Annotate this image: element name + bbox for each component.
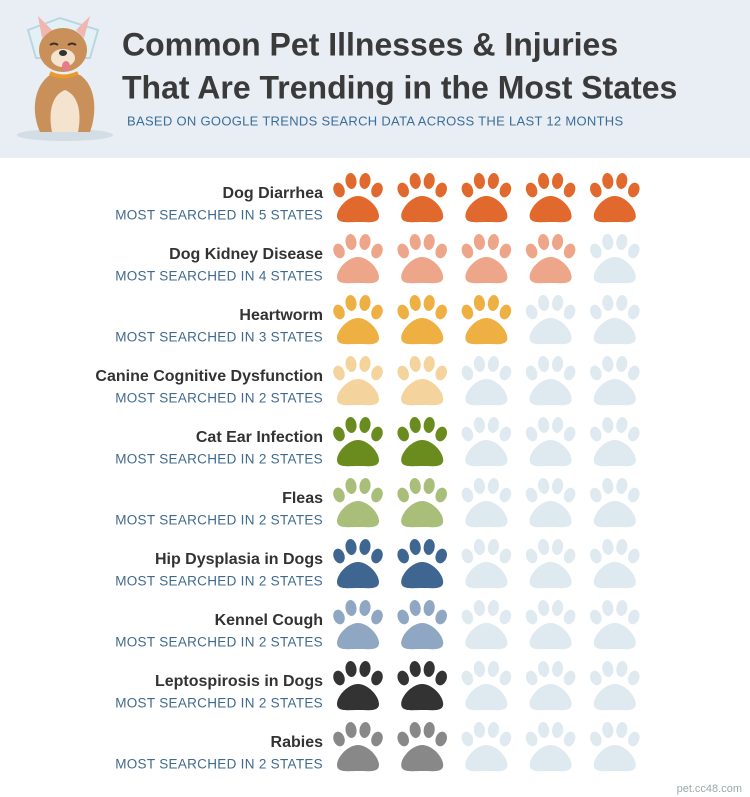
- paw: [333, 295, 383, 345]
- paw: [525, 173, 576, 223]
- empty-paw: [590, 417, 640, 467]
- paw: [397, 295, 447, 345]
- title-line: That Are Trending in the Most States: [122, 69, 677, 105]
- paw: [397, 417, 447, 467]
- paw: [397, 234, 447, 284]
- empty-paw: [461, 478, 512, 528]
- empty-paw: [590, 539, 640, 589]
- empty-paw: [590, 478, 640, 528]
- paw: [461, 295, 512, 345]
- dog-illustration: [17, 16, 113, 141]
- category-label: Cat Ear Infection: [196, 429, 323, 446]
- empty-paw: [525, 661, 576, 711]
- header-band: [0, 0, 750, 158]
- empty-paw: [461, 600, 512, 650]
- category-label: Canine Cognitive Dysfunction: [95, 368, 323, 385]
- paw: [461, 173, 512, 223]
- value-label: MOST SEARCHED IN 2 STATES: [115, 452, 323, 467]
- value-label: MOST SEARCHED IN 2 STATES: [115, 635, 323, 650]
- value-label: MOST SEARCHED IN 2 STATES: [115, 696, 323, 711]
- value-label: MOST SEARCHED IN 4 STATES: [115, 269, 323, 284]
- empty-paw: [590, 295, 640, 345]
- paw: [333, 661, 383, 711]
- paw: [397, 173, 447, 223]
- empty-paw: [525, 600, 576, 650]
- empty-paw: [590, 234, 640, 284]
- empty-paw: [590, 722, 640, 772]
- paw: [333, 173, 383, 223]
- empty-paw: [590, 661, 640, 711]
- paw: [397, 478, 447, 528]
- empty-paw: [461, 356, 512, 406]
- empty-paw: [525, 295, 576, 345]
- value-label: MOST SEARCHED IN 5 STATES: [115, 208, 323, 223]
- empty-paw: [461, 661, 512, 711]
- paw: [333, 478, 383, 528]
- empty-paw: [525, 478, 576, 528]
- empty-paw: [461, 539, 512, 589]
- category-label: Rabies: [271, 734, 324, 751]
- value-label: MOST SEARCHED IN 2 STATES: [115, 391, 323, 406]
- paw: [333, 234, 383, 284]
- value-label: MOST SEARCHED IN 2 STATES: [115, 574, 323, 589]
- paw: [397, 661, 447, 711]
- paw: [525, 234, 576, 284]
- paw: [397, 539, 447, 589]
- category-label: Dog Diarrhea: [223, 185, 324, 202]
- paw: [461, 234, 512, 284]
- empty-paw: [590, 356, 640, 406]
- category-label: Fleas: [282, 490, 323, 507]
- paw: [333, 600, 383, 650]
- category-label: Heartworm: [239, 307, 323, 324]
- value-label: MOST SEARCHED IN 3 STATES: [115, 330, 323, 345]
- category-label: Dog Kidney Disease: [169, 246, 323, 263]
- empty-paw: [525, 539, 576, 589]
- subtitle: BASED ON GOOGLE TRENDS SEARCH DATA ACROS…: [127, 113, 623, 128]
- paw: [333, 417, 383, 467]
- paw: [333, 539, 383, 589]
- empty-paw: [461, 722, 512, 772]
- watermark: pet.cc48.com: [677, 783, 742, 795]
- category-label: Hip Dysplasia in Dogs: [155, 551, 323, 568]
- empty-paw: [525, 417, 576, 467]
- category-label: Leptospirosis in Dogs: [155, 673, 323, 690]
- title-line: Common Pet Illnesses & Injuries: [122, 26, 618, 62]
- category-label: Kennel Cough: [215, 612, 323, 629]
- empty-paw: [525, 722, 576, 772]
- paw: [333, 722, 383, 772]
- value-label: MOST SEARCHED IN 2 STATES: [115, 757, 323, 772]
- paw: [590, 173, 640, 223]
- paw: [397, 600, 447, 650]
- paw: [333, 356, 383, 406]
- empty-paw: [461, 417, 512, 467]
- empty-paw: [525, 356, 576, 406]
- empty-paw: [590, 600, 640, 650]
- paw: [397, 722, 447, 772]
- value-label: MOST SEARCHED IN 2 STATES: [115, 513, 323, 528]
- paw: [397, 356, 447, 406]
